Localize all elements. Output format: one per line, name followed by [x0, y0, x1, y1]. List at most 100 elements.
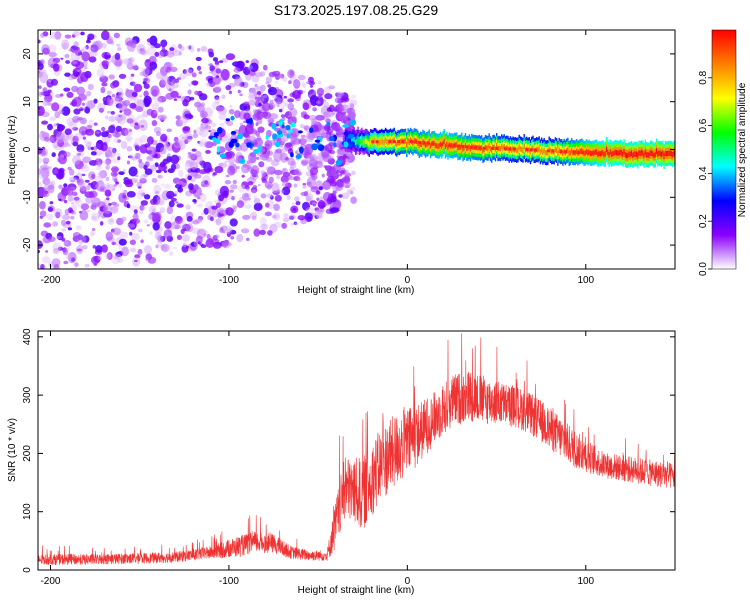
spectrogram-noise-point — [208, 63, 213, 67]
spectrogram-noise-point — [106, 252, 113, 260]
spectrogram-signal-peak — [636, 152, 640, 156]
spectrogram-noise-point — [62, 42, 69, 50]
spectrogram-noise-point — [185, 133, 193, 142]
spectrogram-noise-point — [147, 136, 154, 145]
spectrogram-noise-point — [138, 186, 142, 189]
spectrogram-noise-point — [160, 114, 168, 120]
spectrogram-signal-cell — [444, 143, 447, 149]
spectrogram-noise-point — [318, 186, 323, 191]
spectrogram-noise-point — [206, 234, 211, 239]
spectrogram-noise-point — [160, 133, 168, 142]
spectrogram-noise-point — [236, 200, 245, 209]
spectrogram-noise-point — [127, 118, 134, 124]
spectrogram-noise-point — [269, 113, 278, 120]
spectrogram-noise-point — [82, 106, 86, 110]
spectrogram-noise-point — [196, 65, 202, 71]
spectrogram-noise-point — [102, 159, 111, 165]
spectrogram-signal-cell — [488, 143, 490, 149]
spectrogram-noise-point — [87, 146, 92, 151]
spectrogram-noise-point — [257, 183, 261, 187]
spectrogram-noise-point — [146, 108, 153, 116]
spectrogram-transition-point — [272, 133, 278, 140]
spectrogram-noise-point — [350, 196, 357, 204]
spectrogram-noise-point — [321, 116, 325, 120]
spectrogram-noise-point — [122, 169, 126, 172]
spectrogram-noise-point — [73, 178, 79, 183]
spectrogram-noise-point — [111, 165, 116, 168]
spectrogram-signal-cell — [618, 150, 620, 156]
spectrogram-signal-cell — [643, 152, 645, 158]
spectrogram-noise-point — [224, 160, 228, 163]
spectrogram-noise-point — [96, 68, 105, 77]
spectrogram-noise-point — [171, 78, 180, 89]
spectrogram-noise-point — [111, 93, 116, 98]
spectrogram-signal-cell — [609, 149, 612, 155]
spectrogram-noise-point — [112, 131, 122, 138]
spectrogram-signal-peak — [392, 140, 396, 144]
spectrogram-noise-point — [191, 148, 197, 152]
spectrogram-noise-point — [159, 79, 166, 88]
spectrogram-noise-point — [324, 93, 333, 100]
spectrogram-noise-point — [114, 96, 123, 102]
snr-x-tick-label: 100 — [577, 576, 594, 587]
spectrogram-signal-peak — [512, 147, 516, 151]
spectrogram-noise-point — [43, 222, 52, 228]
spectrogram-signal-cell — [364, 138, 367, 144]
spectrogram-noise-point — [148, 205, 157, 214]
spectrogram-noise-point — [218, 212, 225, 217]
spectrogram-signal-cell — [544, 150, 547, 156]
spectrogram-noise-point — [211, 209, 219, 218]
spectrogram-signal-cell — [487, 145, 489, 151]
spectrogram-noise-point — [325, 165, 333, 172]
spectrogram-signal-cell — [605, 146, 608, 153]
spectrogram-noise-point — [169, 66, 178, 73]
spectrogram-noise-point — [87, 33, 95, 41]
spectrogram-noise-point — [185, 159, 194, 165]
spectrogram-noise-point — [267, 118, 275, 123]
spectrogram-noise-point — [83, 139, 88, 144]
spectrogram-noise-point — [188, 153, 193, 158]
spectrogram-noise-point — [184, 163, 191, 172]
spectrogram-noise-point — [126, 203, 131, 209]
spectrogram-noise-point — [282, 100, 288, 107]
spectrogram-noise-point — [80, 71, 89, 83]
spectrogram-noise-point — [68, 176, 77, 182]
spectrogram-noise-point — [306, 81, 311, 84]
spectrogram-noise-point — [71, 34, 76, 38]
spectrogram-noise-point — [173, 136, 179, 143]
spectrogram-noise-point — [221, 94, 226, 100]
spectrogram-noise-point — [135, 155, 139, 159]
spectrogram-signal-cell — [357, 136, 359, 142]
spectrogram-noise-point — [72, 115, 81, 123]
spectrogram-noise-point — [173, 191, 179, 195]
spectrogram-noise-point — [302, 185, 307, 189]
spectrogram-noise-point — [169, 47, 175, 51]
spectrogram-noise-point — [158, 115, 162, 119]
spectrogram-noise-point — [85, 44, 89, 50]
spectrogram-signal-peak — [461, 144, 465, 148]
spectrogram-noise-point — [113, 203, 120, 207]
spectrogram-signal-peak — [388, 140, 392, 144]
spectrogram-noise-point — [44, 87, 48, 90]
spectrogram-transition-point — [213, 132, 220, 137]
spectrogram-signal-cell — [597, 151, 599, 158]
spectrogram-noise-point — [130, 247, 137, 253]
spectrogram-signal-cell — [529, 149, 532, 155]
spectrogram-noise-point — [165, 66, 172, 73]
spectrogram-noise-point — [95, 245, 103, 253]
spectrogram-noise-point — [40, 91, 45, 96]
spectrogram-noise-point — [249, 155, 257, 164]
spectrogram-signal-cell — [511, 147, 513, 153]
spectrogram-noise-point — [287, 69, 295, 79]
spectrogram-signal-cell — [549, 147, 552, 154]
spectrogram-noise-point — [186, 216, 193, 222]
spectrogram-transition-point — [298, 146, 304, 154]
spectrogram-noise-point — [73, 175, 80, 181]
spectrogram-noise-point — [243, 120, 247, 124]
spectrogram-noise-point — [42, 99, 49, 106]
spectrogram-signal-peak — [662, 152, 666, 156]
spectrogram-signal-cell — [599, 151, 602, 157]
spectrogram-noise-point — [121, 216, 127, 222]
spectrogram-signal-cell — [519, 146, 522, 152]
spectrogram-noise-point — [87, 100, 96, 110]
